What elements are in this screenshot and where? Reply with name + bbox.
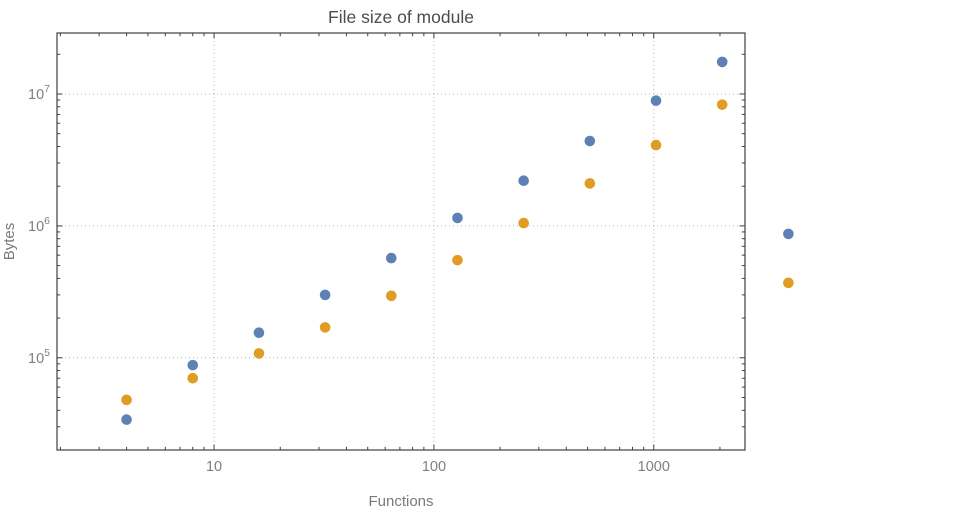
data-point-series-orange bbox=[253, 348, 265, 359]
data-point-series-orange bbox=[386, 290, 397, 302]
data-point-series-orange bbox=[518, 217, 529, 229]
data-point-series-blue bbox=[584, 135, 596, 147]
x-tick-label: 10 bbox=[206, 459, 222, 475]
chart-title: File size of module bbox=[328, 7, 474, 27]
data-point-series-orange bbox=[783, 277, 794, 289]
data-point-series-blue bbox=[650, 95, 662, 106]
y-axis-label: Bytes bbox=[1, 223, 18, 261]
y-tick-label: 105 bbox=[28, 347, 50, 367]
data-point-series-blue bbox=[187, 359, 199, 371]
y-tick-exponent: 6 bbox=[44, 215, 50, 227]
plot-frame bbox=[56, 32, 746, 451]
data-points bbox=[121, 56, 794, 425]
data-point-series-blue bbox=[386, 252, 397, 264]
data-point-series-blue bbox=[253, 327, 265, 338]
data-point-series-orange bbox=[187, 372, 199, 384]
data-point-series-orange bbox=[121, 394, 132, 406]
data-point-series-orange bbox=[319, 322, 331, 333]
y-tick-exponent: 7 bbox=[44, 83, 50, 95]
data-point-series-blue bbox=[452, 212, 463, 224]
data-point-series-blue bbox=[716, 56, 728, 68]
gridlines bbox=[57, 33, 745, 450]
tick-marks bbox=[57, 33, 745, 450]
data-point-series-orange bbox=[650, 139, 662, 151]
y-tick-label: 107 bbox=[28, 83, 50, 103]
x-axis-label: Functions bbox=[368, 493, 433, 510]
data-point-series-blue bbox=[121, 414, 132, 425]
data-point-series-orange bbox=[452, 254, 463, 266]
data-point-series-blue bbox=[783, 228, 794, 240]
data-point-series-blue bbox=[518, 175, 529, 187]
data-point-series-orange bbox=[584, 178, 596, 189]
x-tick-label: 1000 bbox=[638, 459, 670, 475]
x-tick-label: 100 bbox=[422, 459, 446, 475]
data-point-series-orange bbox=[716, 99, 728, 110]
y-tick-label: 106 bbox=[28, 215, 50, 235]
data-point-series-blue bbox=[319, 289, 331, 301]
y-tick-exponent: 5 bbox=[44, 347, 50, 359]
